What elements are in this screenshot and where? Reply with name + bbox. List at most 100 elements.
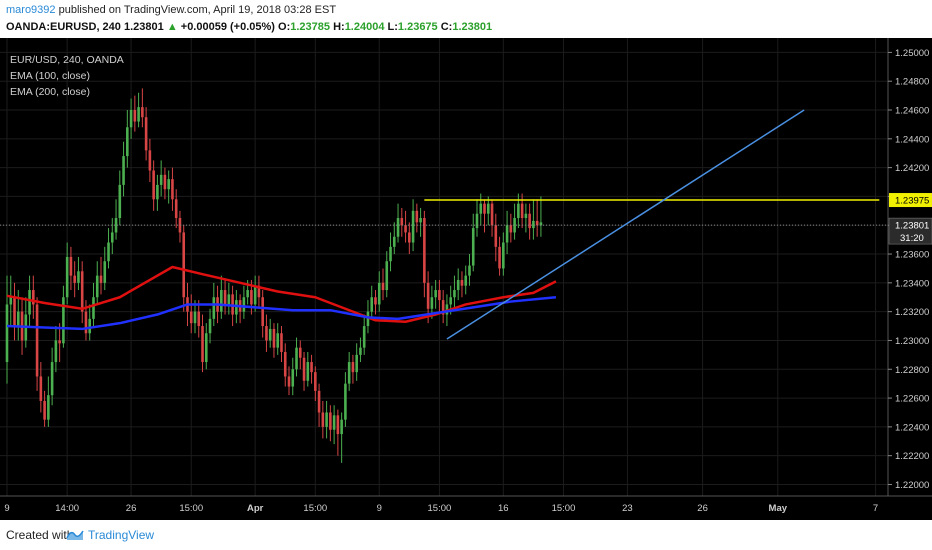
candle-body[interactable] xyxy=(163,174,167,190)
candle-body[interactable] xyxy=(340,419,343,435)
candle-body[interactable] xyxy=(272,328,276,348)
candle-body[interactable] xyxy=(257,285,261,298)
candle-body[interactable] xyxy=(423,218,426,283)
candle-body[interactable] xyxy=(464,275,468,286)
candle-body[interactable] xyxy=(73,275,76,283)
candle-body[interactable] xyxy=(39,376,43,401)
candle-body[interactable] xyxy=(137,107,140,122)
candle-body[interactable] xyxy=(223,290,227,305)
candle-body[interactable] xyxy=(400,218,404,226)
candle-body[interactable] xyxy=(152,170,155,200)
candle-body[interactable] xyxy=(204,333,208,363)
candle-body[interactable] xyxy=(404,225,407,233)
candle-body[interactable] xyxy=(268,328,272,341)
candle-body[interactable] xyxy=(479,203,483,214)
candle-body[interactable] xyxy=(306,362,310,381)
candle-body[interactable] xyxy=(114,218,118,233)
candle-body[interactable] xyxy=(189,311,193,324)
candle-body[interactable] xyxy=(430,297,434,309)
candle-body[interactable] xyxy=(167,179,170,190)
candle-body[interactable] xyxy=(524,213,528,219)
candle-body[interactable] xyxy=(88,318,92,334)
candle-body[interactable] xyxy=(77,271,80,283)
candle-body[interactable] xyxy=(43,400,46,420)
candle-body[interactable] xyxy=(295,347,298,370)
candle-body[interactable] xyxy=(539,222,543,226)
candle-body[interactable] xyxy=(220,290,223,312)
candle-body[interactable] xyxy=(95,275,99,298)
candle-body[interactable] xyxy=(528,213,531,229)
candle-body[interactable] xyxy=(58,340,61,344)
ema200-line[interactable] xyxy=(6,296,557,331)
candle-body[interactable] xyxy=(332,415,336,430)
candle-body[interactable] xyxy=(148,150,152,171)
candle-body[interactable] xyxy=(69,256,73,276)
candle-body[interactable] xyxy=(208,318,212,334)
candle-body[interactable] xyxy=(171,179,174,200)
candle-body[interactable] xyxy=(178,218,182,233)
candle-body[interactable] xyxy=(144,117,148,151)
candle-body[interactable] xyxy=(336,415,340,435)
candle-body[interactable] xyxy=(419,218,422,223)
candle-body[interactable] xyxy=(513,218,516,233)
candle-body[interactable] xyxy=(302,357,306,381)
candle-body[interactable] xyxy=(84,311,88,334)
candle-body[interactable] xyxy=(197,311,201,327)
candle-body[interactable] xyxy=(80,271,84,312)
candle-body[interactable] xyxy=(321,412,325,427)
candle-body[interactable] xyxy=(475,213,479,229)
candle-body[interactable] xyxy=(92,297,95,319)
candle-body[interactable] xyxy=(141,107,144,118)
candle-body[interactable] xyxy=(456,279,460,291)
candle-body[interactable] xyxy=(396,218,400,237)
candle-body[interactable] xyxy=(133,110,137,122)
candle-body[interactable] xyxy=(359,347,362,355)
candle-body[interactable] xyxy=(310,362,313,373)
candle-body[interactable] xyxy=(381,282,385,291)
candle-body[interactable] xyxy=(13,297,16,327)
candle-body[interactable] xyxy=(201,326,204,363)
candle-body[interactable] xyxy=(118,184,122,219)
candle-body[interactable] xyxy=(377,282,381,305)
candle-body[interactable] xyxy=(242,297,246,312)
candle-body[interactable] xyxy=(385,261,389,291)
publisher-link[interactable]: maro9392 xyxy=(6,4,56,16)
candle-body[interactable] xyxy=(47,395,50,420)
candle-body[interactable] xyxy=(298,347,302,358)
candle-body[interactable] xyxy=(287,376,291,387)
candle-body[interactable] xyxy=(509,225,513,233)
candle-body[interactable] xyxy=(471,228,475,266)
trend-line[interactable] xyxy=(446,109,805,340)
candle-body[interactable] xyxy=(468,265,471,276)
candle-body[interactable] xyxy=(411,210,415,243)
candle-body[interactable] xyxy=(535,220,539,226)
candle-body[interactable] xyxy=(460,279,464,286)
candle-body[interactable] xyxy=(283,351,287,377)
candle-body[interactable] xyxy=(246,290,249,298)
candle-body[interactable] xyxy=(453,290,456,298)
candle-body[interactable] xyxy=(50,362,54,396)
candle-body[interactable] xyxy=(426,282,430,309)
legend-ema100[interactable]: EMA (100, close) xyxy=(10,70,90,82)
candle-body[interactable] xyxy=(434,290,437,298)
candle-body[interactable] xyxy=(250,290,253,305)
candle-body[interactable] xyxy=(344,383,347,420)
candle-body[interactable] xyxy=(107,242,110,262)
candle-body[interactable] xyxy=(16,311,20,327)
candle-body[interactable] xyxy=(374,297,377,305)
candle-body[interactable] xyxy=(103,261,107,283)
candle-body[interactable] xyxy=(126,127,129,157)
candle-body[interactable] xyxy=(99,275,103,283)
candle-body[interactable] xyxy=(498,246,501,269)
candle-body[interactable] xyxy=(253,285,257,305)
price-chart[interactable]: 1.250001.248001.246001.244001.242001.240… xyxy=(0,38,932,520)
candle-body[interactable] xyxy=(182,232,186,298)
candle-body[interactable] xyxy=(32,290,35,305)
candle-body[interactable] xyxy=(483,203,486,214)
candle-body[interactable] xyxy=(486,203,490,214)
candle-body[interactable] xyxy=(325,412,328,427)
candle-body[interactable] xyxy=(517,203,520,219)
candle-body[interactable] xyxy=(5,304,9,363)
candle-body[interactable] xyxy=(494,225,498,247)
candle-body[interactable] xyxy=(276,333,280,348)
